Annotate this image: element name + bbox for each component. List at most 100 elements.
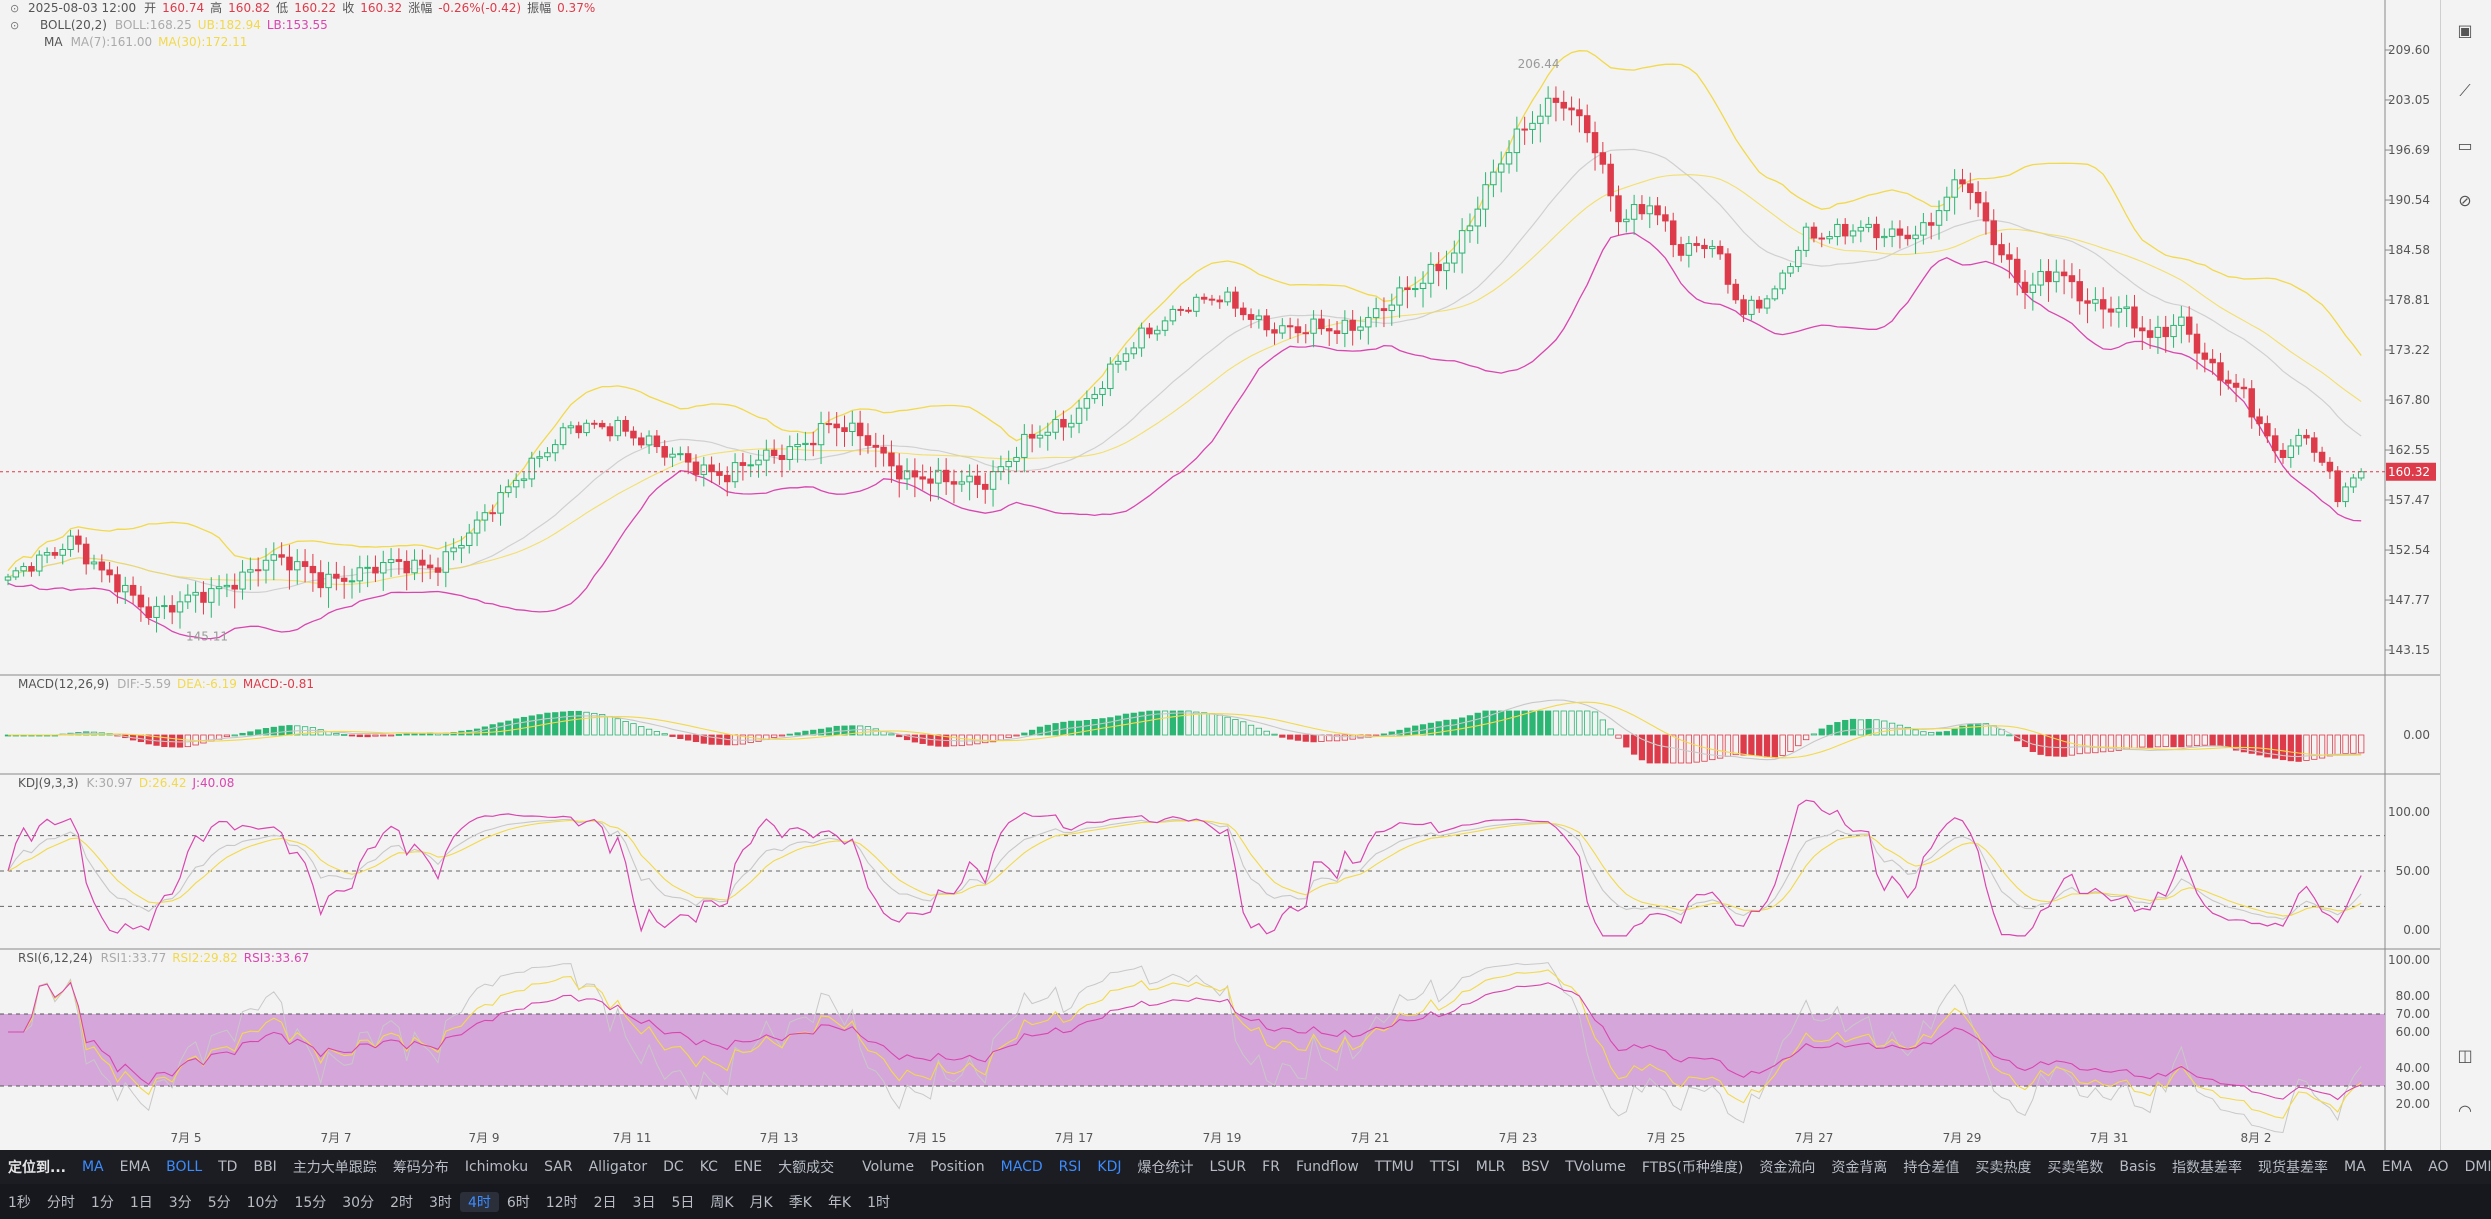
interval-7[interactable]: 15分 [294, 1194, 327, 1211]
candle-body [1075, 407, 1083, 424]
macd-bar [716, 734, 723, 745]
drawing-icon[interactable]: ⟋ [2459, 81, 2471, 100]
interval-9[interactable]: 2时 [390, 1194, 414, 1211]
candle-body [1560, 101, 1567, 109]
candle-body [380, 562, 387, 574]
sub-indicator-13[interactable]: TVolume [1565, 1159, 1626, 1175]
main-indicator-4[interactable]: BBI [253, 1159, 277, 1175]
macd-bar [1810, 733, 1818, 736]
candle-body [1943, 196, 1951, 212]
main-indicator-6[interactable]: 筹码分布 [392, 1160, 449, 1176]
main-indicator-11[interactable]: KC [699, 1159, 718, 1175]
candle-body [1881, 235, 1888, 239]
macd-bar [481, 726, 489, 736]
sub-indicator-6[interactable]: LSUR [1209, 1159, 1247, 1175]
interval-18[interactable]: 月K [749, 1194, 773, 1211]
macd-bar [1654, 734, 1661, 764]
sub-indicator-17[interactable]: 持仓差值 [1903, 1160, 1960, 1176]
sub-indicator-19[interactable]: 买卖笔数 [2047, 1160, 2104, 1176]
main-indicator-10[interactable]: DC [663, 1159, 684, 1175]
sub-indicator-1[interactable]: Position [930, 1159, 985, 1175]
interval-16[interactable]: 5日 [671, 1194, 695, 1211]
x-tick-label: 7月 25 [1647, 1131, 1686, 1145]
interval-20[interactable]: 年K [827, 1194, 852, 1211]
layout-icon[interactable]: ▣ [2457, 21, 2473, 40]
sub-indicator-2[interactable]: MACD [1000, 1159, 1043, 1175]
sub-indicator-16[interactable]: 资金背离 [1831, 1160, 1888, 1176]
sub-indicator-26[interactable]: DMI [2464, 1159, 2491, 1175]
window-icon[interactable]: ◫ [2457, 1046, 2473, 1065]
sub-indicator-0[interactable]: Volume [862, 1159, 915, 1175]
main-indicator-9[interactable]: Alligator [588, 1159, 648, 1175]
macd-bar [1943, 731, 1950, 736]
sub-indicator-3[interactable]: RSI [1058, 1159, 1082, 1175]
interval-17[interactable]: 周K [710, 1194, 734, 1211]
sub-indicator-24[interactable]: EMA [2381, 1159, 2413, 1175]
candle-body [497, 492, 504, 514]
candle-body [43, 552, 51, 556]
candle-body [958, 481, 966, 485]
sub-indicator-12[interactable]: BSV [1521, 1159, 1550, 1175]
candle-body [1904, 234, 1911, 240]
sub-indicator-25[interactable]: AO [2428, 1159, 2449, 1175]
sub-indicator-9[interactable]: TTMU [1374, 1159, 1414, 1175]
sub-indicator-11[interactable]: MLR [1475, 1159, 1506, 1175]
sub-indicator-7[interactable]: FR [1262, 1159, 1280, 1175]
sub-indicator-21[interactable]: 指数基差率 [2172, 1160, 2243, 1176]
interval-4[interactable]: 3分 [168, 1194, 192, 1211]
sub-indicator-20[interactable]: Basis [2119, 1159, 2157, 1175]
price-chart[interactable]: 209.60 203.05 196.69 190.54 184.58 178.81 173.… [0, 0, 2440, 1150]
main-indicator-7[interactable]: Ichimoku [464, 1159, 529, 1175]
sub-indicator-14[interactable]: FTBS(币种维度) [1641, 1160, 1744, 1176]
screen-icon[interactable]: ▭ [2457, 136, 2473, 155]
macd-bar [2186, 734, 2193, 747]
sub-indicator-10[interactable]: TTSI [1429, 1159, 1460, 1175]
candle-body [1513, 128, 1521, 154]
interval-2[interactable]: 1分 [90, 1194, 114, 1211]
headset-icon[interactable]: ◠ [2458, 1101, 2472, 1120]
candle-body [1920, 222, 1927, 236]
main-indicator-8[interactable]: SAR [544, 1159, 573, 1175]
macd-bar [2123, 734, 2130, 750]
candle-body [278, 554, 285, 558]
interval-19[interactable]: 季K [788, 1194, 812, 1211]
interval-0[interactable]: 1秒 [8, 1194, 31, 1211]
sub-indicator-5[interactable]: 爆仓统计 [1137, 1160, 1194, 1176]
indicator-icon[interactable]: ⊘ [2458, 191, 2472, 210]
sub-indicator-8[interactable]: Fundflow [1295, 1159, 1359, 1175]
interval-5[interactable]: 5分 [207, 1194, 231, 1211]
main-indicator-0[interactable]: MA [81, 1159, 104, 1175]
sub-indicator-15[interactable]: 资金流向 [1759, 1160, 1816, 1176]
interval-6[interactable]: 10分 [246, 1194, 279, 1211]
candle-body [966, 475, 973, 483]
candle-body [2303, 434, 2310, 439]
locate-button[interactable]: 定位到... [8, 1160, 66, 1176]
macd-bar [669, 734, 676, 737]
interval-21[interactable]: 1时 [867, 1194, 891, 1211]
candle-body [700, 464, 708, 475]
interval-14[interactable]: 2日 [593, 1194, 617, 1211]
main-indicator-12[interactable]: ENE [733, 1159, 763, 1175]
interval-1[interactable]: 分时 [46, 1194, 75, 1211]
main-indicator-1[interactable]: EMA [119, 1159, 151, 1175]
interval-15[interactable]: 3日 [632, 1194, 656, 1211]
macd-bar [2217, 734, 2224, 747]
macd-bar [1623, 734, 1630, 748]
sub-indicator-23[interactable]: MA [2344, 1159, 2366, 1175]
sub-indicator-18[interactable]: 买卖热度 [1975, 1160, 2032, 1176]
sub-indicator-4[interactable]: KDJ [1097, 1159, 1122, 1175]
main-indicator-2[interactable]: BOLL [166, 1159, 203, 1175]
sub-indicator-22[interactable]: 现货基差率 [2258, 1160, 2329, 1176]
macd-bar [2318, 734, 2326, 759]
interval-8[interactable]: 30分 [342, 1194, 375, 1211]
main-indicator-5[interactable]: 主力大单跟踪 [292, 1160, 377, 1176]
main-indicator-13[interactable]: 大额成交 [778, 1160, 835, 1176]
interval-12[interactable]: 6时 [506, 1194, 530, 1211]
main-indicator-3[interactable]: TD [218, 1159, 238, 1175]
macd-bar [2060, 734, 2068, 757]
interval-3[interactable]: 1日 [129, 1194, 153, 1211]
interval-10[interactable]: 3时 [429, 1194, 452, 1211]
macd-bar [1795, 734, 1802, 747]
interval-11[interactable]: 4时 [459, 1191, 499, 1212]
interval-13[interactable]: 12时 [545, 1194, 578, 1211]
